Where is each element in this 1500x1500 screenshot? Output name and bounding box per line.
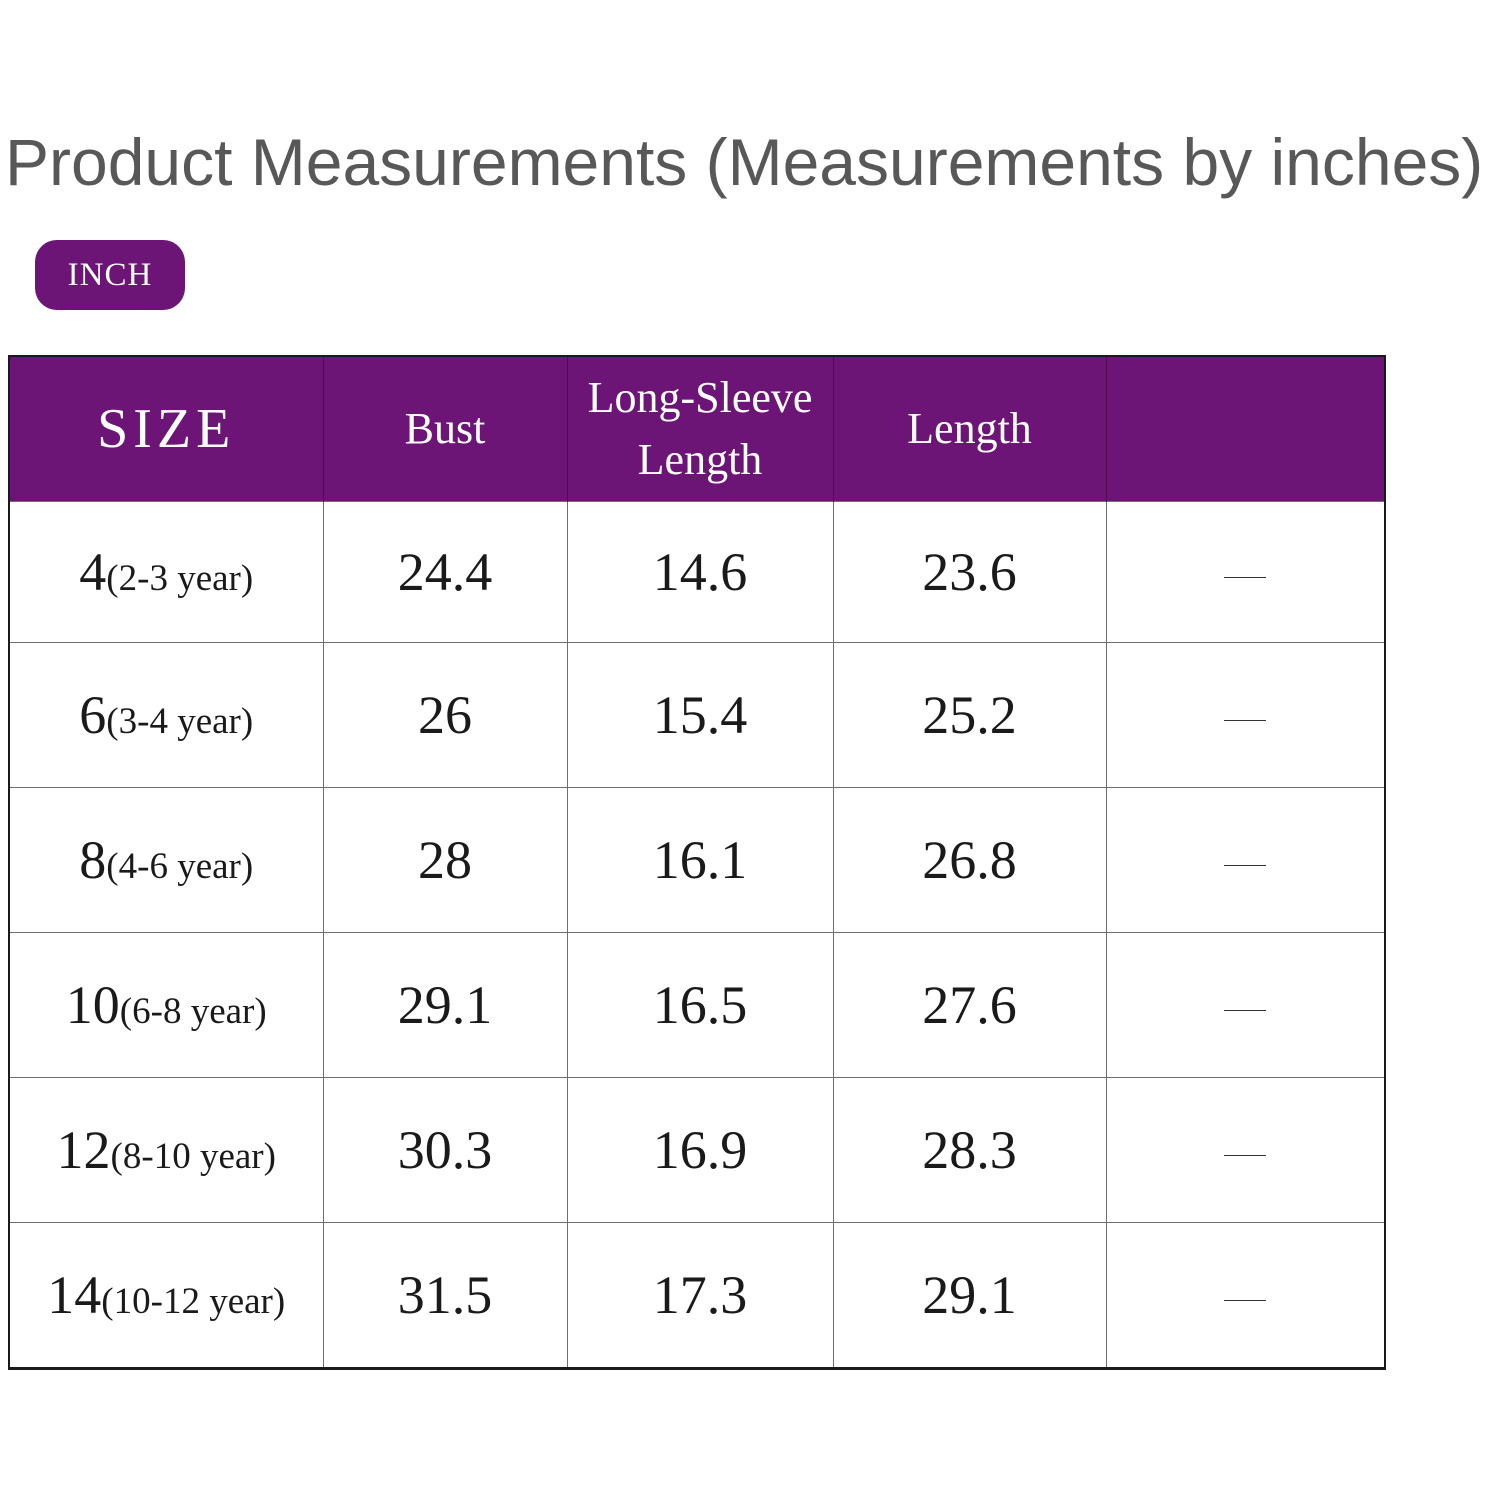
header-bust: Bust [322, 356, 568, 502]
bust-cell: 31.5 [322, 1222, 568, 1369]
long-sleeve-length-cell: 16.9 [566, 1077, 834, 1223]
size-cell: 14(10-12 year) [8, 1222, 324, 1369]
table-header: SIZE Bust Long-Sleeve Length Length [8, 356, 1386, 502]
length-cell: 26.8 [832, 787, 1107, 933]
extra-cell [1105, 932, 1386, 1078]
bust-cell: 26 [322, 642, 568, 788]
size-age-range: (10-12 year) [101, 1281, 286, 1322]
bust-cell: 29.1 [322, 932, 568, 1078]
header-length: Length [832, 356, 1107, 502]
extra-cell [1105, 501, 1386, 643]
size-number: 6 [79, 685, 107, 745]
table-body: 4(2-3 year) 24.4 14.6 23.6 6(3-4 year) 26 15.4… [8, 501, 1386, 1369]
bust-cell: 28 [322, 787, 568, 933]
table-row: 12(8-10 year) 30.3 16.9 28.3 [8, 1077, 1386, 1223]
long-sleeve-length-cell: 17.3 [566, 1222, 834, 1369]
size-cell: 8(4-6 year) [8, 787, 324, 933]
table-row: 4(2-3 year) 24.4 14.6 23.6 [8, 501, 1386, 643]
bust-cell: 30.3 [322, 1077, 568, 1223]
size-cell: 10(6-8 year) [8, 932, 324, 1078]
header-size: SIZE [8, 356, 324, 502]
table-row: 8(4-6 year) 28 16.1 26.8 [8, 787, 1386, 933]
table-row: 6(3-4 year) 26 15.4 25.2 [8, 642, 1386, 788]
size-chart-table: SIZE Bust Long-Sleeve Length Length 4(2-… [8, 355, 1386, 1370]
size-number: 14 [47, 1265, 102, 1325]
long-sleeve-length-cell: 14.6 [566, 501, 834, 643]
size-age-range: (8-10 year) [110, 1136, 276, 1177]
size-cell: 6(3-4 year) [8, 642, 324, 788]
page-title: Product Measurements (Measurements by in… [5, 125, 1484, 199]
dash-mark [1224, 1010, 1267, 1012]
table-row: 10(6-8 year) 29.1 16.5 27.6 [8, 932, 1386, 1078]
length-cell: 25.2 [832, 642, 1107, 788]
length-cell: 29.1 [832, 1222, 1107, 1369]
size-age-range: (4-6 year) [106, 846, 254, 887]
long-sleeve-length-cell: 16.1 [566, 787, 834, 933]
size-number: 8 [79, 830, 107, 890]
size-number: 10 [65, 975, 120, 1035]
size-number: 4 [79, 542, 107, 602]
size-cell: 4(2-3 year) [8, 501, 324, 643]
dash-mark [1224, 577, 1267, 579]
length-cell: 27.6 [832, 932, 1107, 1078]
unit-badge: INCH [35, 240, 185, 310]
dash-mark [1224, 1155, 1267, 1157]
long-sleeve-length-cell: 15.4 [566, 642, 834, 788]
header-row: SIZE Bust Long-Sleeve Length Length [8, 356, 1386, 502]
dash-mark [1224, 865, 1267, 867]
table-row: 14(10-12 year) 31.5 17.3 29.1 [8, 1222, 1386, 1369]
extra-cell [1105, 642, 1386, 788]
extra-cell [1105, 787, 1386, 933]
long-sleeve-length-cell: 16.5 [566, 932, 834, 1078]
header-long-sleeve-length: Long-Sleeve Length [566, 356, 834, 502]
size-age-range: (3-4 year) [106, 701, 254, 742]
dash-mark [1224, 1300, 1267, 1302]
extra-cell [1105, 1077, 1386, 1223]
extra-cell [1105, 1222, 1386, 1369]
size-age-range: (6-8 year) [119, 991, 267, 1032]
bust-cell: 24.4 [322, 501, 568, 643]
size-cell: 12(8-10 year) [8, 1077, 324, 1223]
size-number: 12 [56, 1120, 111, 1180]
dash-mark [1224, 720, 1267, 722]
size-age-range: (2-3 year) [106, 558, 254, 599]
length-cell: 28.3 [832, 1077, 1107, 1223]
header-empty [1105, 356, 1386, 502]
length-cell: 23.6 [832, 501, 1107, 643]
